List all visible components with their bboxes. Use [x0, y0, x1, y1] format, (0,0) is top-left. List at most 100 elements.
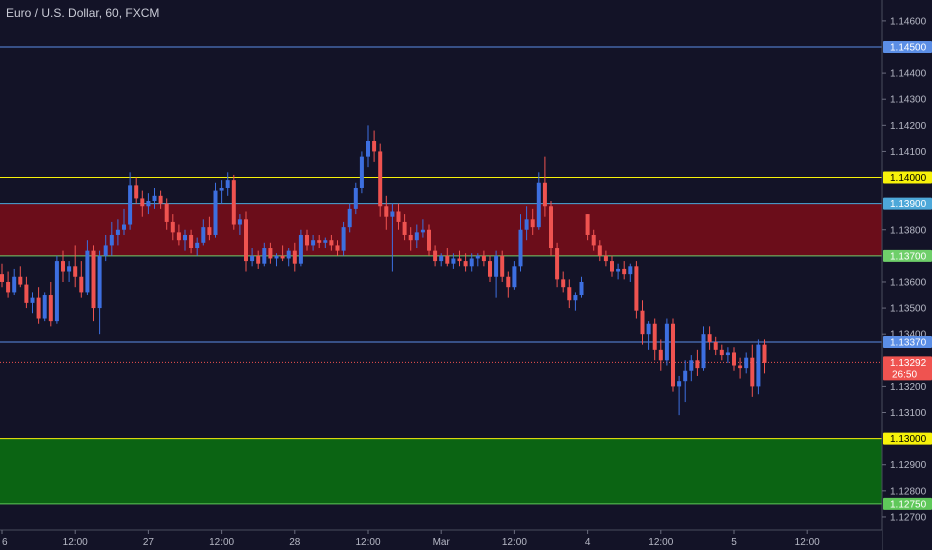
candle-body[interactable] [628, 266, 633, 275]
candle-body[interactable] [518, 229, 523, 267]
candle-body[interactable] [530, 219, 535, 228]
candle-body[interactable] [500, 255, 505, 277]
candle-body[interactable] [591, 234, 596, 246]
candle-body[interactable] [231, 180, 236, 225]
candle-body[interactable] [457, 258, 462, 262]
candle-body[interactable] [433, 250, 438, 262]
candle-body[interactable] [12, 276, 17, 293]
candle-body[interactable] [445, 255, 450, 264]
candle-body[interactable] [725, 352, 730, 356]
candle-body[interactable] [115, 229, 120, 235]
candle-body[interactable] [256, 255, 261, 264]
candle-body[interactable] [719, 349, 724, 356]
candle-body[interactable] [183, 234, 187, 241]
candle-body[interactable] [713, 342, 718, 350]
candle-body[interactable] [542, 182, 547, 207]
candle-body[interactable] [146, 201, 151, 207]
candle-body[interactable] [250, 255, 255, 262]
candle-body[interactable] [414, 232, 419, 241]
candle-body[interactable] [677, 381, 682, 387]
candle-body[interactable] [579, 281, 584, 296]
candle-body[interactable] [48, 295, 53, 322]
candle-body[interactable] [622, 268, 627, 275]
candle-body[interactable] [201, 227, 206, 243]
candle-body[interactable] [176, 232, 181, 241]
candle-body[interactable] [603, 255, 608, 262]
candle-body[interactable] [329, 240, 334, 246]
candle-body[interactable] [561, 279, 566, 288]
candle-body[interactable] [689, 360, 694, 371]
candle-body[interactable] [463, 261, 468, 267]
candle-body[interactable] [756, 344, 761, 387]
candle-body[interactable] [140, 198, 145, 207]
candle-body[interactable] [122, 224, 126, 230]
candle-body[interactable] [664, 323, 669, 361]
candle-body[interactable] [335, 245, 340, 251]
candle-body[interactable] [372, 140, 377, 152]
candle-body[interactable] [396, 211, 401, 222]
candle-body[interactable] [91, 250, 96, 309]
candle-body[interactable] [402, 221, 407, 235]
candle-body[interactable] [6, 281, 11, 293]
candle-body[interactable] [744, 357, 749, 369]
candle-body[interactable] [61, 261, 65, 272]
candle-body[interactable] [225, 180, 230, 188]
candle-body[interactable] [67, 266, 72, 272]
candle-body[interactable] [567, 287, 572, 301]
candle-body[interactable] [109, 234, 114, 246]
candle-body[interactable] [274, 255, 279, 259]
candle-body[interactable] [573, 295, 578, 301]
candle-body[interactable] [750, 357, 755, 387]
candle-body[interactable] [292, 250, 297, 264]
candle-body[interactable] [671, 323, 675, 387]
candle-body[interactable] [610, 261, 614, 272]
candle-body[interactable] [207, 227, 212, 235]
candle-body[interactable] [390, 211, 395, 217]
candle-body[interactable] [54, 261, 59, 322]
candle-body[interactable] [30, 297, 35, 303]
candle-body[interactable] [506, 276, 511, 288]
candle-body[interactable] [738, 365, 743, 369]
candle-body[interactable] [42, 295, 47, 319]
candle-body[interactable] [24, 284, 29, 303]
candle-body[interactable] [317, 240, 322, 243]
candle-body[interactable] [85, 250, 90, 293]
candle-body[interactable] [555, 248, 560, 280]
candle-body[interactable] [488, 261, 492, 277]
candle-body[interactable] [103, 245, 108, 256]
candle-body[interactable] [189, 234, 194, 249]
candle-body[interactable] [420, 229, 425, 233]
candle-body[interactable] [341, 227, 346, 251]
candle-body[interactable] [286, 250, 291, 259]
candle-body[interactable] [347, 208, 352, 228]
candle-body[interactable] [378, 151, 383, 207]
candle-body[interactable] [359, 156, 364, 188]
candle-body[interactable] [128, 185, 133, 225]
candle-body[interactable] [170, 221, 175, 233]
candle-body[interactable] [134, 185, 139, 199]
candle-body[interactable] [640, 310, 645, 335]
candle-body[interactable] [475, 255, 480, 259]
candle-body[interactable] [262, 248, 267, 264]
candle-body[interactable] [73, 266, 78, 277]
candle-body[interactable] [237, 219, 242, 225]
candle-body[interactable] [195, 242, 200, 249]
candle-body[interactable] [427, 229, 431, 251]
candle-body[interactable] [18, 276, 23, 285]
candle-body[interactable] [658, 349, 663, 361]
candle-body[interactable] [683, 370, 688, 382]
candle-body[interactable] [549, 206, 553, 249]
candle-body[interactable] [384, 206, 389, 217]
candle-body[interactable] [634, 266, 639, 311]
candle-body[interactable] [219, 187, 224, 191]
candle-body[interactable] [469, 258, 474, 267]
candle-body[interactable] [481, 255, 486, 262]
candle-body[interactable] [152, 195, 157, 202]
candle-body[interactable] [494, 255, 499, 277]
candle-body[interactable] [616, 268, 621, 272]
candle-body[interactable] [366, 140, 370, 157]
candle-body[interactable] [323, 240, 328, 243]
candle-body[interactable] [451, 258, 456, 264]
